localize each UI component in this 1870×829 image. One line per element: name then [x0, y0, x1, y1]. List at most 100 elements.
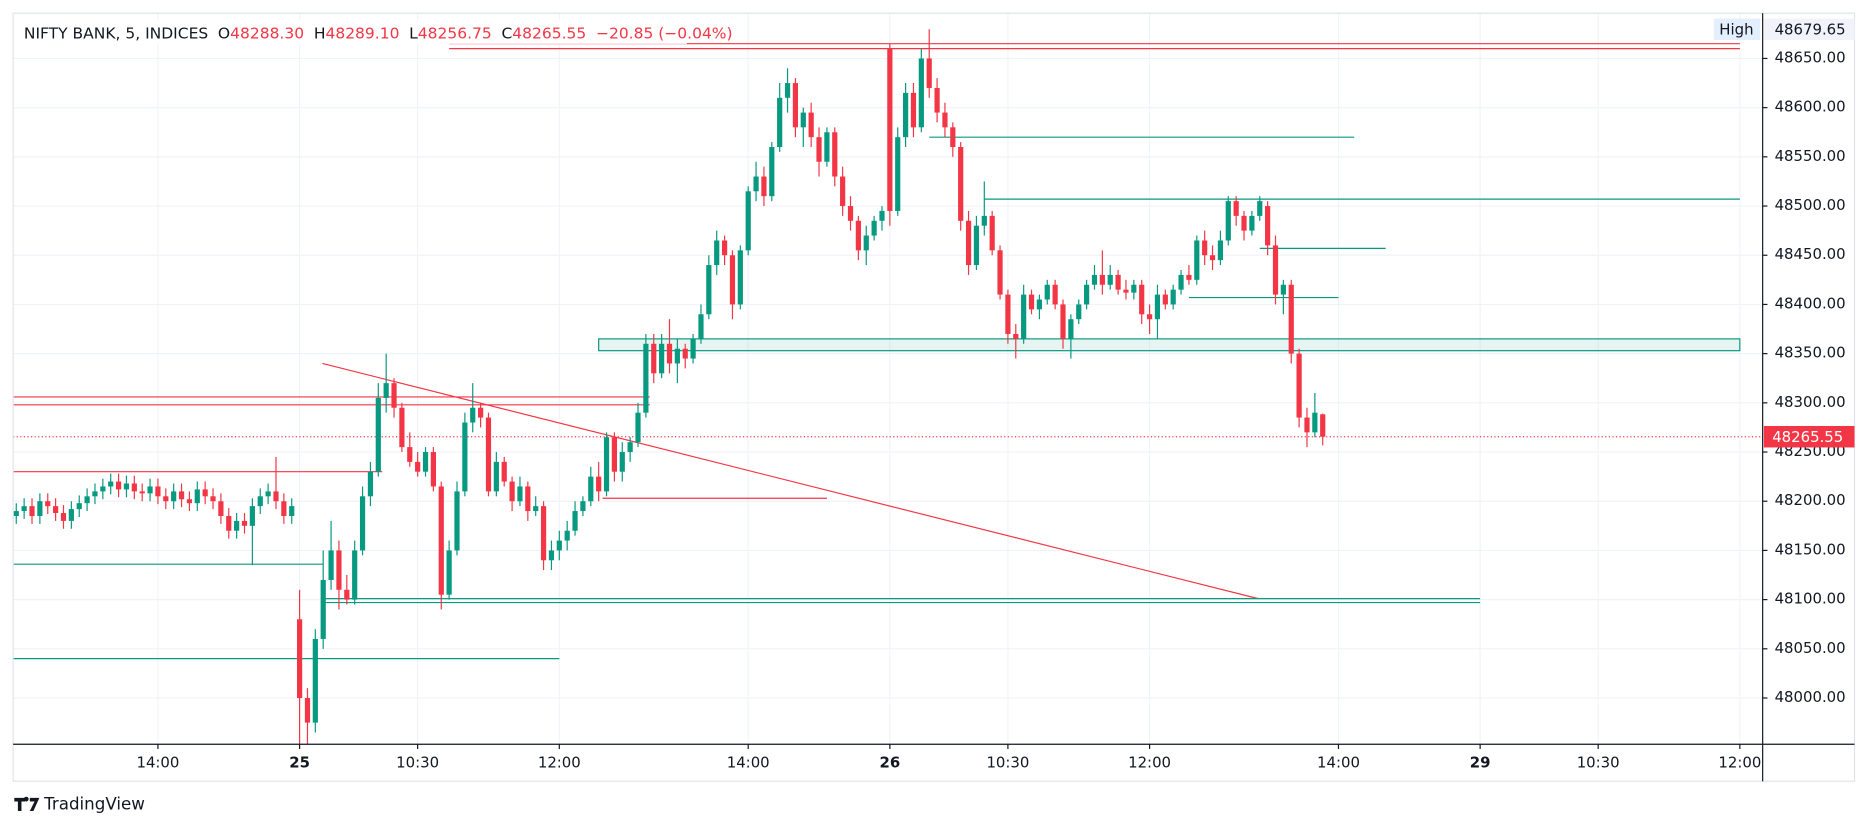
candle-body	[478, 407, 484, 418]
candle-body	[100, 486, 106, 492]
low-value: 48256.75	[418, 24, 492, 42]
candle-body	[1280, 284, 1286, 295]
x-tick-label: 12:00	[1718, 753, 1761, 771]
candle-body	[997, 250, 1003, 295]
x-tick-label: 14:00	[727, 753, 770, 771]
candle-body	[1091, 274, 1098, 285]
candle-body	[84, 496, 90, 504]
candle-body	[737, 250, 743, 305]
candle-body	[446, 550, 452, 595]
candle-body	[1272, 245, 1279, 295]
candle-body	[572, 511, 578, 531]
logo[interactable]: TradingView	[14, 795, 145, 814]
candle-body	[296, 619, 303, 699]
candle-body	[666, 343, 673, 364]
candle-body	[1044, 284, 1050, 300]
candle-body	[1021, 294, 1027, 339]
candle-body	[564, 530, 570, 541]
candle-body	[824, 132, 830, 162]
candle-body	[21, 506, 27, 512]
drawings	[13, 43, 1763, 660]
candle-body	[934, 87, 940, 113]
logo-icon	[14, 796, 40, 812]
candle-body	[454, 491, 460, 551]
candle-body	[950, 127, 956, 148]
candle-body	[383, 383, 389, 398]
candle-body	[965, 220, 972, 266]
candle-body	[178, 491, 185, 500]
candles	[13, 29, 1326, 745]
candle-body	[792, 83, 799, 128]
x-tick-label: 10:30	[1577, 753, 1620, 771]
open-label: O	[218, 24, 230, 42]
candle-body	[1028, 294, 1035, 310]
y-tick-label: 48300.00	[1775, 393, 1846, 411]
candle-body	[1115, 274, 1121, 290]
candle-body	[761, 176, 767, 197]
zone	[598, 338, 1741, 352]
candle-body	[273, 491, 279, 502]
candle-body	[1052, 284, 1058, 305]
candle-body	[1233, 201, 1239, 216]
x-tick-label: 10:30	[986, 753, 1029, 771]
candle-body	[234, 520, 240, 531]
candle-body	[155, 486, 161, 497]
candle-body	[1123, 289, 1129, 293]
high-value-label: 48679.65	[1775, 20, 1846, 38]
candle-body	[540, 506, 547, 561]
candle-body	[344, 589, 350, 600]
candle-body	[37, 501, 43, 516]
high-label: H	[314, 24, 326, 42]
candle-body	[163, 496, 169, 502]
x-tick-label: 26	[879, 753, 900, 771]
candle-body	[619, 452, 625, 472]
candle-body	[973, 225, 980, 266]
drawn-line	[322, 362, 1259, 600]
high-badge	[1713, 18, 1761, 41]
candle-body	[1304, 417, 1310, 433]
candle-body	[879, 210, 885, 221]
candle-body	[1320, 414, 1326, 437]
candle-body	[312, 638, 318, 723]
candle-body	[218, 501, 224, 516]
x-tick-label: 25	[289, 753, 310, 771]
candle-body	[131, 483, 137, 492]
high-label: High	[1719, 20, 1753, 38]
candle-body	[1131, 284, 1137, 293]
candle-body	[470, 407, 476, 423]
legend-bg	[19, 20, 687, 45]
y-tick-label: 48400.00	[1775, 294, 1846, 312]
candle-body	[611, 437, 617, 472]
candle-body	[123, 483, 130, 490]
candle-body	[769, 147, 775, 197]
candle-body	[375, 397, 381, 472]
candle-body	[1202, 240, 1208, 256]
candle-body	[698, 314, 704, 339]
candle-body	[1186, 274, 1192, 280]
candle-body	[690, 338, 696, 359]
candle-body	[359, 496, 366, 551]
candle-body	[643, 343, 649, 413]
candle-body	[320, 579, 326, 639]
candle-body	[1257, 201, 1263, 216]
close-value: 48265.55	[512, 24, 586, 42]
candle-body	[328, 550, 334, 580]
candle-body	[407, 447, 413, 462]
change: −20.85 (−0.04%)	[596, 24, 733, 42]
candle-body	[289, 506, 295, 516]
candle-body	[1241, 215, 1247, 231]
candle-body	[509, 481, 515, 502]
candle-body	[438, 486, 444, 595]
frame	[12, 12, 1856, 782]
x-tick-label: 12:00	[538, 753, 581, 771]
candle-body	[304, 698, 311, 723]
x-tick-label: 14:00	[136, 753, 179, 771]
candle-body	[1099, 274, 1105, 285]
candle-body	[194, 489, 200, 504]
brand: TradingView	[43, 795, 145, 814]
candle-body	[1013, 333, 1019, 339]
candle-body	[871, 220, 877, 236]
candle-body	[981, 215, 987, 226]
open-value: 48288.30	[230, 24, 304, 42]
